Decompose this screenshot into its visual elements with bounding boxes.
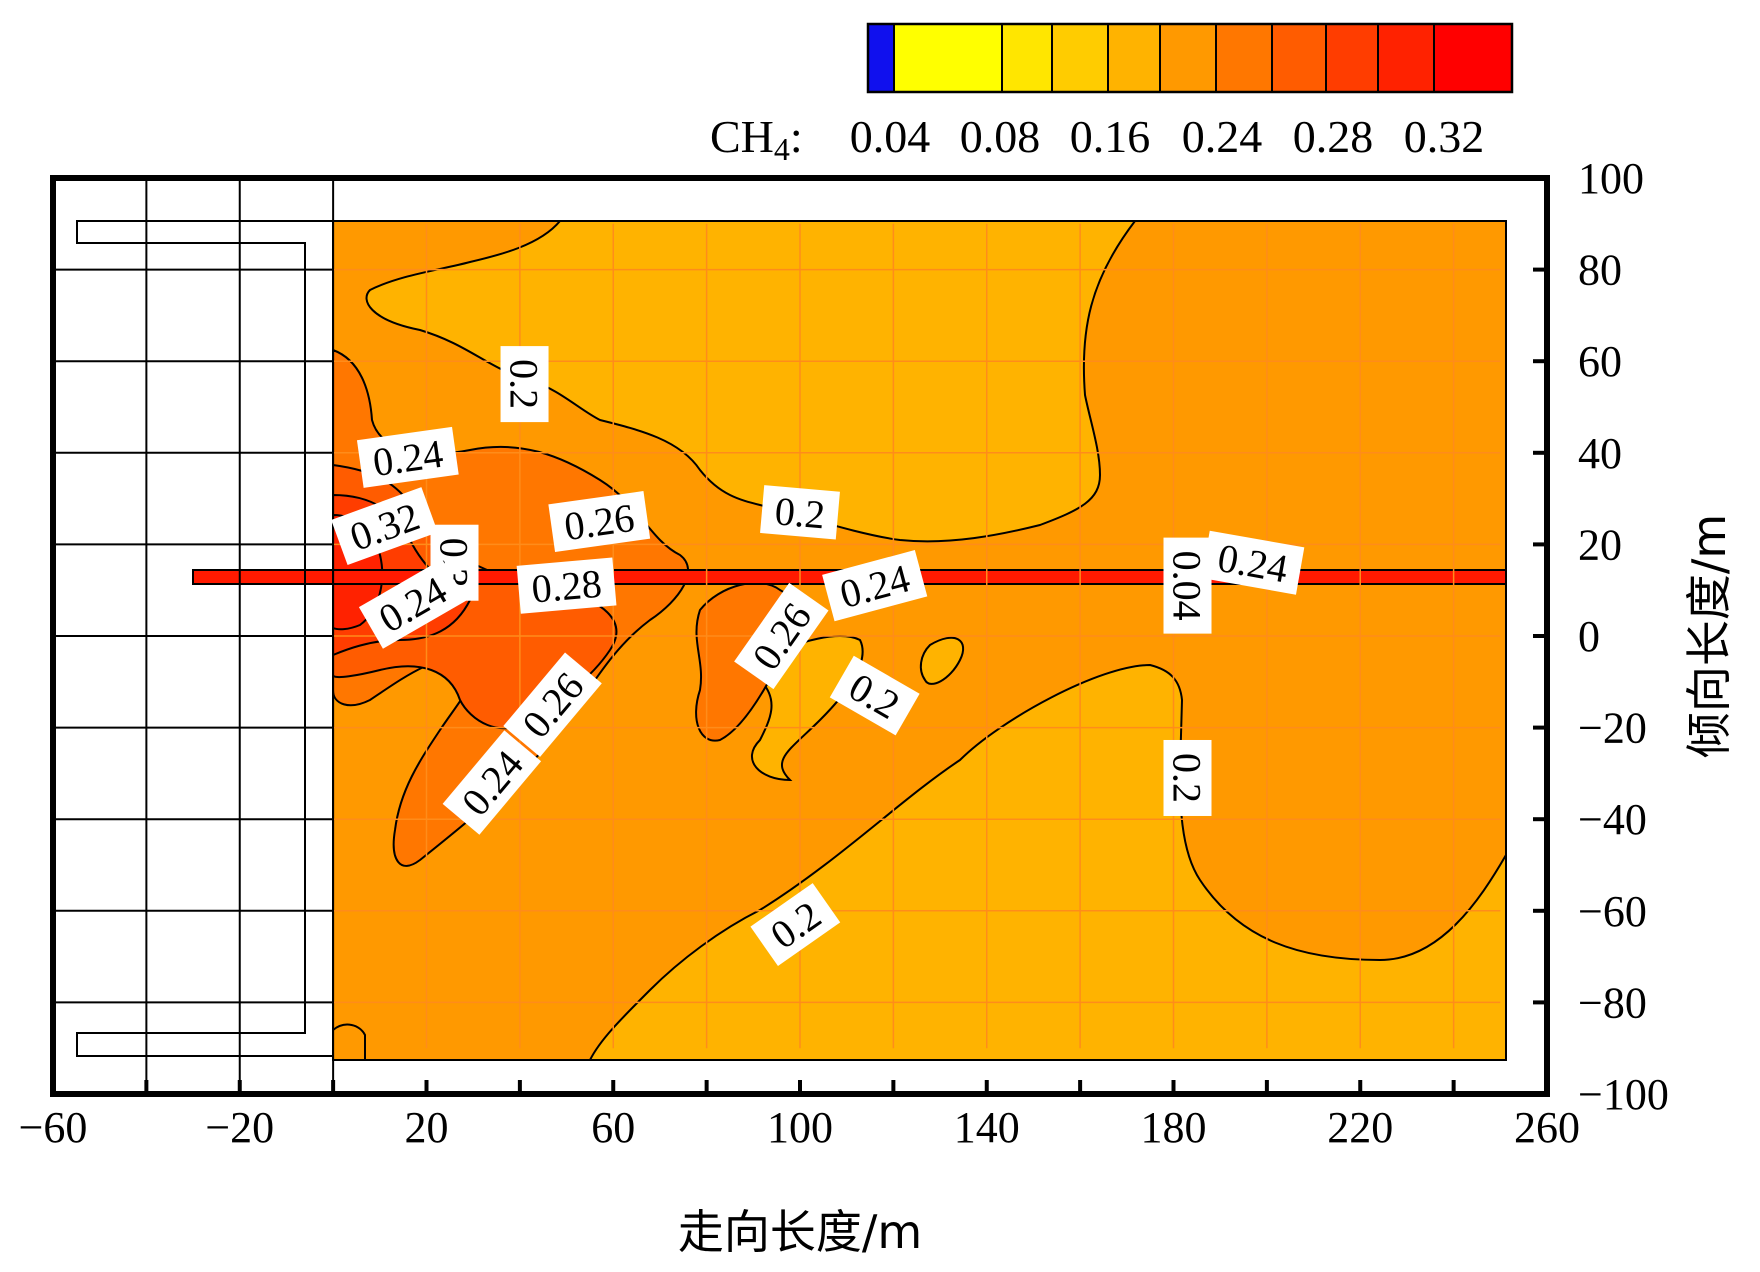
colorbar-label: 0.16 <box>1070 111 1151 162</box>
contour-label-box <box>760 485 840 540</box>
contour-label-box <box>331 487 438 566</box>
x-tick-label: 20 <box>405 1103 449 1152</box>
colorbar-label: 0.32 <box>1404 111 1485 162</box>
contour-label-box <box>750 883 841 966</box>
contour-label-box <box>516 557 617 614</box>
colorbar-swatch <box>1051 23 1109 93</box>
contour-label-box <box>442 730 542 835</box>
contour-label-text: 0.2 <box>773 488 827 537</box>
contour-label-text: 0.2 <box>502 359 547 409</box>
field-frame <box>332 220 1507 1061</box>
y-tick-label: −100 <box>1578 1070 1669 1119</box>
y-axis-ticks: 100 80 60 40 20 0 −20 −40 −60 −80 −100 <box>1533 154 1669 1119</box>
contour-label: 0.04 <box>1163 537 1212 634</box>
y-tick-label: −60 <box>1578 887 1647 936</box>
colorbar-swatch <box>1271 23 1327 93</box>
contour-label-box <box>548 491 651 552</box>
contour-label: 0.28 <box>516 557 617 614</box>
colorbar-swatch <box>893 23 1003 93</box>
colorbar-swatch <box>1377 23 1435 93</box>
colorbar-frame <box>866 22 1514 94</box>
colorbar-suffix: : <box>790 111 803 162</box>
colorbar-swatch <box>1107 23 1161 93</box>
colorbar-labels: 0.04 0.08 0.16 0.24 0.28 0.32 <box>850 111 1485 162</box>
contour-label-box <box>1201 530 1305 595</box>
contour-label-box <box>734 582 829 690</box>
colorbar-swatch <box>867 23 895 93</box>
contour-label-box <box>356 426 459 488</box>
colorbar-swatch <box>1325 23 1379 93</box>
x-tick-label: 180 <box>1141 1103 1207 1152</box>
colorbar-swatch <box>1215 23 1273 93</box>
contour-label-text: 0.24 <box>370 431 446 485</box>
x-tick-label: 140 <box>954 1103 1020 1152</box>
y-tick-label: −20 <box>1578 704 1647 753</box>
x-tick-label: 220 <box>1327 1103 1393 1152</box>
contour-label: 0.2 <box>500 346 549 423</box>
y-tick-label: 0 <box>1578 612 1600 661</box>
left-diagram-lines <box>76 220 333 1057</box>
contour-label: 0.32 <box>331 487 438 566</box>
contour-label-text: 0.04 <box>1165 551 1210 621</box>
x-tick-label: 260 <box>1514 1103 1580 1152</box>
x-axis-ticks: −60 −20 20 60 100 140 180 220 260 <box>19 1080 1580 1152</box>
y-tick-label: 60 <box>1578 337 1622 386</box>
y-tick-label: 80 <box>1578 246 1622 295</box>
y-tick-label: 40 <box>1578 429 1622 478</box>
x-tick-label: −20 <box>205 1103 274 1152</box>
contour-label-text: 0.28 <box>530 561 604 612</box>
contour-label: 0.24 <box>1201 530 1305 595</box>
colorbar-subscript: 4 <box>774 131 790 167</box>
y-tick-label: 20 <box>1578 520 1622 569</box>
colorbar-label: 0.04 <box>850 111 931 162</box>
colorbar-label: 0.28 <box>1293 111 1374 162</box>
colorbar-prefix: CH <box>710 111 774 162</box>
contour-label-text: 0.2 <box>1165 753 1210 803</box>
colorbar-label: 0.08 <box>960 111 1041 162</box>
contour-label: 0.2 <box>760 485 840 540</box>
x-axis-label: 走向长度/m <box>678 1205 922 1259</box>
x-tick-label: −60 <box>19 1103 88 1152</box>
y-axis-label: 倾向长度/m <box>1682 514 1736 758</box>
y-tick-label: 100 <box>1578 154 1644 203</box>
zone-corner-low <box>332 1023 366 1061</box>
x-tick-label: 100 <box>767 1103 833 1152</box>
colorbar-label: 0.24 <box>1182 111 1263 162</box>
contour-label-box <box>358 559 467 649</box>
y-tick-label: −80 <box>1578 978 1647 1027</box>
contour-label: 0.24 <box>356 426 459 488</box>
x-tick-label: 60 <box>591 1103 635 1152</box>
contour-label-text: 0.26 <box>562 495 638 549</box>
contour-label-box <box>829 655 920 736</box>
colorbar-title: CH4: <box>710 111 803 167</box>
contour-label-box <box>1163 537 1212 634</box>
y-tick-label: −40 <box>1578 795 1647 844</box>
contour-label: 0.2 <box>1163 739 1212 816</box>
contour-label-box <box>500 346 549 423</box>
contour-label-box <box>1163 739 1212 816</box>
colorbar-swatch <box>1159 23 1217 93</box>
zone-0.2-lens-2 <box>919 636 965 685</box>
colorbar-swatch <box>1433 23 1513 93</box>
contour-label-box <box>503 652 602 757</box>
colorbar-swatch <box>1001 23 1053 93</box>
colorbar <box>866 22 1514 94</box>
contour-label: 0.26 <box>548 491 651 552</box>
